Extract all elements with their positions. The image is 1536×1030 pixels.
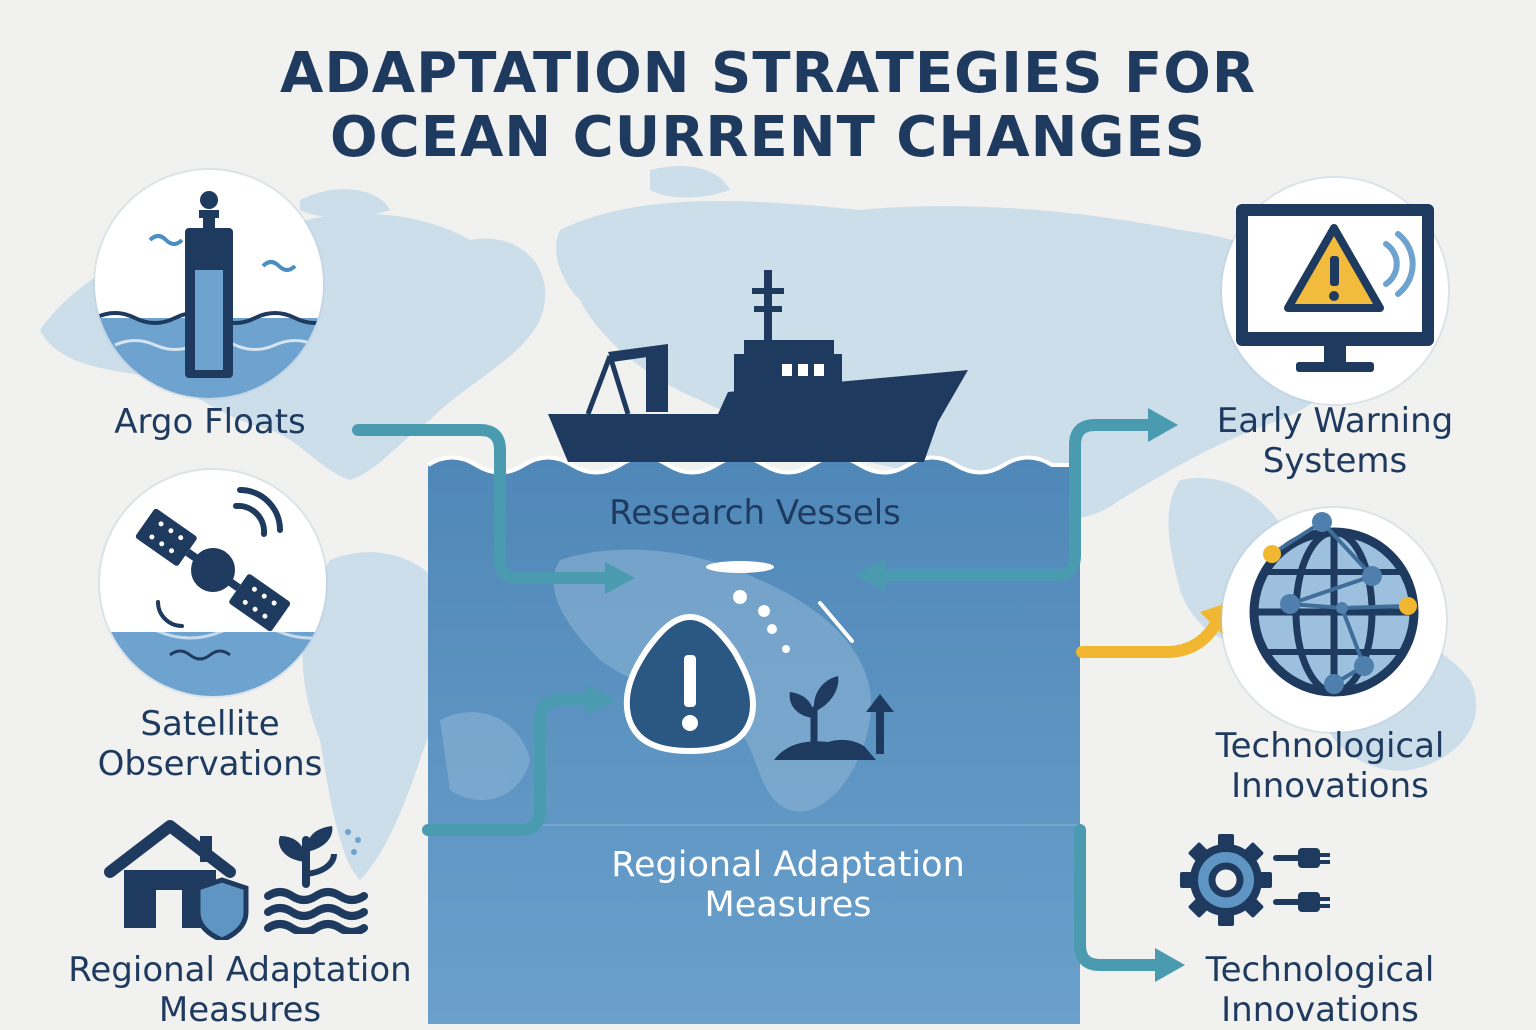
research-ship-icon <box>548 270 968 462</box>
warning-drop-icon <box>623 561 854 755</box>
argo-floats-label: Argo Floats <box>114 402 306 442</box>
arrowhead-early-warning <box>1148 408 1178 442</box>
regional-adaptation-left-label: Regional Adaptation Measures <box>68 950 412 1030</box>
warning-monitor-icon <box>1236 204 1434 372</box>
plant-water-icon <box>264 826 368 934</box>
technological-innovations-lower-label: Technological Innovations <box>1205 950 1435 1030</box>
arrow-left-bottom-to-center <box>422 694 596 836</box>
arrowhead-argo <box>605 562 635 594</box>
title-line-2: OCEAN CURRENT CHANGES <box>329 105 1206 170</box>
arrowhead-tech-lower <box>1155 948 1185 982</box>
arrowhead-right <box>855 559 885 591</box>
early-warning-systems-label: Early Warning Systems <box>1216 401 1454 481</box>
research-vessels-label: Research Vessels <box>609 493 901 533</box>
arrow-center-to-globe <box>1076 619 1221 658</box>
technological-innovations-upper-label: Technological Innovations <box>1215 726 1445 806</box>
gear-connector-icon <box>1180 834 1330 926</box>
regional-adaptation-center-label: Regional Adaptation Measures <box>611 845 965 925</box>
argo-float-icon <box>95 191 323 398</box>
house-shield-icon <box>104 820 249 940</box>
arrowhead-left-bottom <box>585 684 615 716</box>
title-line-1: ADAPTATION STRATEGIES FOR <box>279 41 1256 106</box>
satellite-icon <box>100 487 326 696</box>
satellite-observations-label: Satellite Observations <box>97 704 323 784</box>
arrow-right-to-center <box>874 419 1156 581</box>
page-title: ADAPTATION STRATEGIES FOR OCEAN CURRENT … <box>0 42 1536 170</box>
arrow-argo-to-center <box>352 424 616 584</box>
arrow-center-to-tech-lower <box>1074 824 1166 971</box>
sprout-arrow-icon <box>774 676 894 760</box>
network-globe-icon <box>1249 512 1419 697</box>
